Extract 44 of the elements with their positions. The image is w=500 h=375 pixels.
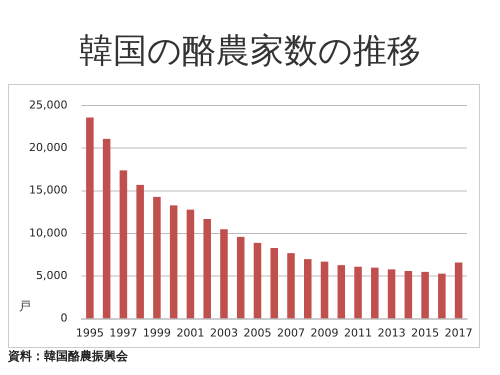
bar: [320, 262, 328, 318]
y-tick-label: 5,000: [36, 269, 68, 282]
bar: [102, 138, 110, 318]
x-tick-label: 1997: [109, 326, 138, 340]
x-tick-label: 2005: [243, 326, 272, 340]
x-tick-label: 2001: [176, 326, 204, 340]
x-tick-label: 2013: [378, 326, 406, 340]
text: 資料：韓国酪農振興会: [8, 348, 128, 365]
chart-title: 韓国の酪農家数の推移: [78, 30, 422, 73]
bar: [186, 210, 194, 318]
y-tick-label: 15,000: [28, 184, 68, 197]
y-tick-label: 0: [60, 312, 68, 325]
bar: [220, 229, 228, 318]
bar: [136, 184, 144, 318]
x-tick-label: 2007: [277, 326, 306, 340]
bar: [388, 269, 396, 318]
y-tick-label: 10,000: [28, 226, 68, 240]
bar: [270, 248, 278, 318]
x-tick-label: 2011: [344, 326, 372, 340]
x-tick-label: 1999: [142, 326, 171, 340]
bar: [287, 253, 295, 318]
bar: [338, 265, 346, 318]
bar: [120, 170, 128, 318]
y-tick-label: 25,000: [28, 98, 68, 112]
bar: [438, 274, 446, 318]
bar: [404, 271, 412, 318]
bar: [421, 272, 429, 318]
x-tick-label: 1995: [76, 326, 104, 340]
bar: [304, 259, 312, 318]
x-tick-label: 2009: [310, 326, 339, 340]
bar: [170, 205, 178, 318]
y-tick-label: 20,000: [28, 141, 68, 154]
x-tick-label: 2015: [411, 326, 440, 340]
y-axis-title: 戸: [19, 298, 31, 313]
bar: [203, 219, 211, 318]
bar: [354, 266, 362, 318]
bar: [236, 236, 244, 318]
bar: [371, 268, 379, 318]
x-tick-label: 2003: [210, 326, 238, 340]
bar: [454, 262, 462, 318]
bar: [254, 242, 262, 318]
x-tick-label: 2017: [444, 326, 473, 340]
bar: [86, 118, 94, 318]
bar: [153, 196, 161, 318]
